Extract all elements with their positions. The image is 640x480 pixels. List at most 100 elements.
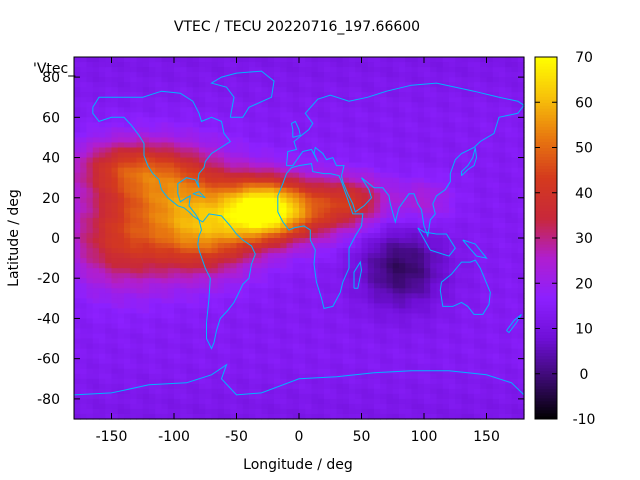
heatmap-cell xyxy=(449,57,456,63)
heatmap-cell xyxy=(424,117,431,123)
heatmap-cell xyxy=(499,207,506,214)
heatmap-cell xyxy=(149,92,156,98)
heatmap-cell xyxy=(392,363,400,370)
heatmap-cell xyxy=(505,167,513,174)
heatmap-cell xyxy=(99,263,106,269)
heatmap-cell xyxy=(186,323,194,330)
heatmap-cell xyxy=(74,283,81,289)
heatmap-cell xyxy=(324,258,331,264)
heatmap-cell xyxy=(92,308,100,315)
heatmap-cell xyxy=(255,62,263,68)
heatmap-cell xyxy=(199,152,206,159)
heatmap-cell xyxy=(442,248,450,254)
heatmap-cell xyxy=(436,182,444,189)
heatmap-cell xyxy=(467,182,475,189)
heatmap-cell xyxy=(149,273,156,279)
heatmap-cell xyxy=(317,112,325,118)
heatmap-cell xyxy=(424,142,431,149)
heatmap-cell xyxy=(474,243,481,249)
heatmap-cell xyxy=(205,127,213,134)
heatmap-cell xyxy=(142,182,150,189)
heatmap-cell xyxy=(105,182,113,189)
heatmap-cell xyxy=(455,112,463,118)
heatmap-cell xyxy=(474,82,481,88)
heatmap-cell xyxy=(436,313,444,320)
heatmap-cell xyxy=(499,338,506,345)
heatmap-cell xyxy=(436,238,444,244)
heatmap-cell xyxy=(449,72,456,78)
heatmap-cell xyxy=(142,278,150,284)
heatmap-cell xyxy=(186,403,194,410)
heatmap-cell xyxy=(480,313,488,320)
heatmap-cell xyxy=(236,273,244,279)
heatmap-cell xyxy=(186,388,194,395)
heatmap-cell xyxy=(261,383,269,390)
heatmap-cell xyxy=(99,167,106,174)
heatmap-cell xyxy=(149,132,156,139)
heatmap-cell xyxy=(211,167,219,174)
heatmap-cell xyxy=(461,358,469,365)
heatmap-cell xyxy=(399,388,406,395)
heatmap-cell xyxy=(224,373,231,380)
heatmap-cell xyxy=(430,167,438,174)
heatmap-cell xyxy=(405,197,413,204)
heatmap-cell xyxy=(92,258,100,264)
heatmap-cell xyxy=(286,92,294,98)
heatmap-cell xyxy=(242,212,250,219)
heatmap-cell xyxy=(261,303,269,309)
heatmap-cell xyxy=(255,323,263,330)
heatmap-cell xyxy=(217,82,225,88)
heatmap-cell xyxy=(99,207,106,214)
heatmap-cell xyxy=(205,197,213,204)
heatmap-cell xyxy=(230,207,238,214)
heatmap-cell xyxy=(211,142,219,149)
heatmap-cell xyxy=(86,398,94,405)
heatmap-cell xyxy=(199,413,206,420)
heatmap-cell xyxy=(480,303,488,309)
heatmap-cell xyxy=(411,323,419,330)
heatmap-cell xyxy=(305,227,313,234)
heatmap-cell xyxy=(74,353,81,360)
heatmap-cell xyxy=(461,393,469,400)
heatmap-cell xyxy=(324,313,331,320)
heatmap-cell xyxy=(167,112,175,118)
heatmap-cell xyxy=(199,177,206,184)
heatmap-cell xyxy=(342,57,350,63)
heatmap-cell xyxy=(174,62,181,68)
heatmap-cell xyxy=(367,268,375,274)
heatmap-cell xyxy=(424,127,431,134)
heatmap-cell xyxy=(230,187,238,194)
heatmap-cell xyxy=(174,117,181,123)
heatmap-cell xyxy=(492,268,500,274)
heatmap-cell xyxy=(92,232,100,239)
heatmap-cell xyxy=(374,268,381,274)
heatmap-cell xyxy=(455,363,463,370)
heatmap-cell xyxy=(436,147,444,154)
heatmap-cell xyxy=(167,333,175,340)
heatmap-cell xyxy=(267,57,275,63)
heatmap-cell xyxy=(99,177,106,184)
heatmap-cell xyxy=(474,162,481,169)
heatmap-cell xyxy=(367,263,375,269)
heatmap-cell xyxy=(199,303,206,309)
heatmap-cell xyxy=(224,333,231,340)
heatmap-cell xyxy=(74,127,81,134)
heatmap-cell xyxy=(449,313,456,320)
heatmap-cell xyxy=(105,207,113,214)
heatmap-cell xyxy=(342,107,350,113)
heatmap-cell xyxy=(274,142,281,149)
heatmap-cell xyxy=(274,147,281,154)
heatmap-cell xyxy=(149,207,156,214)
heatmap-cell xyxy=(274,413,281,420)
heatmap-cell xyxy=(361,117,369,123)
heatmap-cell xyxy=(155,268,163,274)
heatmap-cell xyxy=(374,232,381,239)
heatmap-cell xyxy=(149,303,156,309)
heatmap-cell xyxy=(86,57,94,63)
heatmap-cell xyxy=(217,102,225,108)
heatmap-cell xyxy=(117,298,125,304)
heatmap-cell xyxy=(399,298,406,304)
heatmap-cell xyxy=(136,92,144,98)
heatmap-cell xyxy=(117,288,125,294)
heatmap-cell xyxy=(186,398,194,405)
